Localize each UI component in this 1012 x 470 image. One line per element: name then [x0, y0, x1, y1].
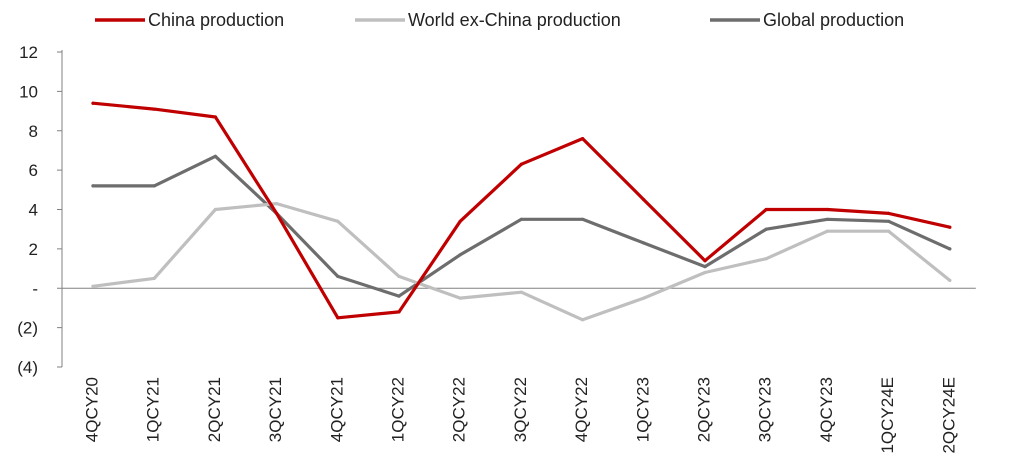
- data-point-world-ex-china-production: [152, 276, 156, 280]
- x-tick-label: 2QCY21: [205, 377, 224, 442]
- x-tick-label: 3QCY23: [756, 377, 775, 442]
- data-point-china-production: [152, 107, 156, 111]
- data-point-china-production: [458, 219, 462, 223]
- y-tick-label: 8: [29, 122, 38, 141]
- x-tick-label: 4QCY22: [572, 377, 591, 442]
- y-tick-label: -: [32, 279, 38, 298]
- x-tick-label: 1QCY23: [633, 377, 652, 442]
- x-tick-label: 2QCY23: [694, 377, 713, 442]
- data-point-global-production: [91, 184, 95, 188]
- data-point-world-ex-china-production: [948, 278, 952, 282]
- series-layer: [91, 101, 952, 322]
- data-point-china-production: [948, 225, 952, 229]
- y-axis: 12 10 8 6 4 2 - (2) (4): [17, 43, 63, 377]
- y-tick-label: 12: [19, 43, 38, 62]
- data-point-china-production: [275, 211, 279, 215]
- data-point-global-production: [887, 219, 891, 223]
- data-point-world-ex-china-production: [275, 202, 279, 206]
- legend-label-global-production: Global production: [763, 10, 904, 30]
- data-point-china-production: [519, 162, 524, 166]
- data-point-global-production: [825, 217, 830, 221]
- data-point-global-production: [581, 217, 585, 221]
- data-point-global-production: [152, 184, 156, 188]
- y-tick-label: (4): [17, 358, 38, 377]
- data-point-world-ex-china-production: [213, 207, 217, 212]
- legend-item-world-ex-china-production: World ex-China production: [355, 10, 621, 30]
- data-point-china-production: [91, 101, 95, 105]
- data-point-china-production: [642, 198, 646, 202]
- x-tick-label: 1QCY22: [388, 377, 407, 442]
- data-point-china-production: [703, 259, 707, 263]
- data-point-global-production: [336, 274, 340, 278]
- x-tick-label: 1QCY24E: [878, 377, 897, 454]
- legend-label-world-ex-china-production: World ex-China production: [408, 10, 621, 30]
- x-tick-label: 4QCY21: [327, 377, 346, 442]
- data-point-world-ex-china-production: [764, 257, 768, 261]
- x-tick-label: 4QCY23: [817, 377, 836, 442]
- data-point-china-production: [213, 115, 217, 119]
- y-tick-label: 4: [29, 201, 38, 220]
- legend-item-global-production: Global production: [710, 10, 904, 30]
- series-line-global-production: [91, 154, 952, 298]
- data-point-global-production: [213, 154, 217, 158]
- y-tick-label: 10: [19, 82, 38, 101]
- data-point-global-production: [703, 265, 707, 269]
- legend-label-china-production: China production: [148, 10, 284, 30]
- data-point-global-production: [397, 294, 401, 298]
- data-point-china-production: [764, 207, 768, 212]
- data-point-world-ex-china-production: [703, 270, 707, 275]
- data-point-global-production: [948, 247, 952, 251]
- data-point-world-ex-china-production: [91, 284, 95, 288]
- data-point-world-ex-china-production: [642, 296, 646, 300]
- data-point-world-ex-china-production: [458, 296, 462, 300]
- data-point-global-production: [458, 253, 462, 257]
- data-point-global-production: [642, 241, 646, 245]
- data-point-world-ex-china-production: [825, 229, 830, 233]
- x-tick-label: 3QCY21: [266, 377, 285, 442]
- data-point-china-production: [887, 211, 891, 215]
- x-tick-label: 3QCY22: [511, 377, 530, 442]
- y-tick-label: (2): [17, 319, 38, 338]
- y-tick-label: 2: [29, 240, 38, 259]
- data-point-china-production: [581, 137, 585, 141]
- legend: China production World ex-China productio…: [95, 10, 904, 30]
- x-tick-label: 1QCY21: [144, 377, 163, 442]
- data-point-world-ex-china-production: [397, 274, 401, 278]
- data-point-china-production: [825, 207, 830, 212]
- y-tick-label: 6: [29, 161, 38, 180]
- data-point-world-ex-china-production: [887, 229, 891, 233]
- x-tick-label: 4QCY20: [82, 377, 101, 442]
- data-point-global-production: [519, 217, 524, 221]
- x-axis: 4QCY20 1QCY21 2QCY21 3QCY21 4QCY21 1QCY22 2QCY…: [62, 287, 976, 454]
- data-point-world-ex-china-production: [336, 219, 340, 223]
- data-point-china-production: [397, 310, 401, 314]
- x-tick-label: 2QCY24E: [939, 377, 958, 454]
- data-point-world-ex-china-production: [519, 290, 524, 294]
- x-tick-label: 2QCY22: [450, 377, 469, 442]
- legend-item-china-production: China production: [95, 10, 284, 30]
- data-point-china-production: [336, 316, 340, 320]
- data-point-global-production: [764, 227, 768, 231]
- data-point-world-ex-china-production: [581, 318, 585, 322]
